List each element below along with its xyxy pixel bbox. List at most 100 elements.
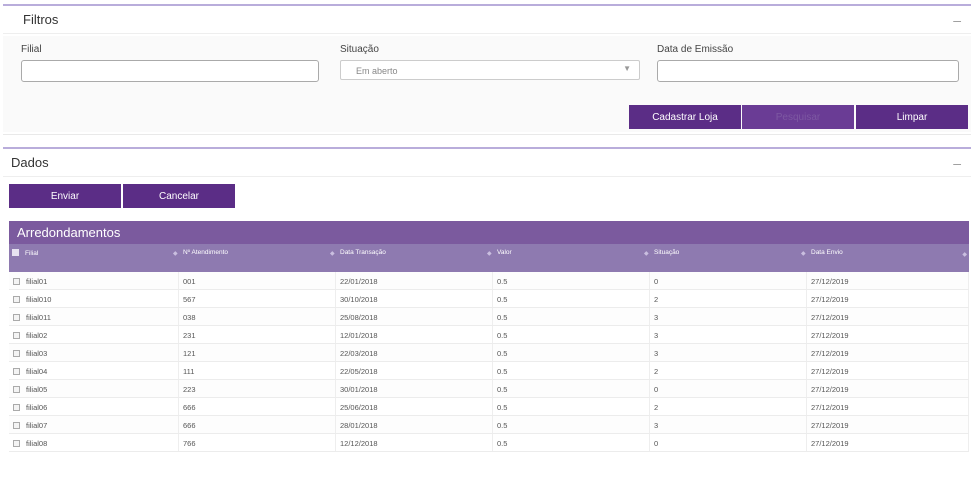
column-header-situacao[interactable]: ◆ Situação [644, 244, 807, 257]
cell-text: 30/01/2018 [340, 385, 378, 394]
table-cell: 001 [179, 272, 336, 289]
cell-text: 27/12/2019 [811, 313, 849, 322]
table-row[interactable]: filial03 121 22/03/2018 0.5 3 27/12/2019 [9, 344, 969, 362]
table-cell: 231 [179, 326, 336, 343]
cell-text: 666 [183, 421, 196, 430]
row-checkbox[interactable] [13, 332, 20, 339]
row-checkbox[interactable] [13, 314, 20, 321]
cell-text: 27/12/2019 [811, 277, 849, 286]
row-checkbox[interactable] [13, 386, 20, 393]
table-cell: filial01 [9, 272, 179, 289]
table-cell: 2 [650, 362, 807, 379]
table-cell: filial05 [9, 380, 179, 397]
dados-panel: Dados – Enviar Cancelar Arredondamentos … [3, 147, 971, 477]
column-header-valor[interactable]: ◆ Valor [487, 244, 650, 257]
dados-panel-header: Dados – [3, 149, 971, 177]
table-cell: 3 [650, 344, 807, 361]
sort-icon: ◆ [644, 251, 649, 257]
table-row[interactable]: filial02 231 12/01/2018 0.5 3 27/12/2019 [9, 326, 969, 344]
table-cell: filial03 [9, 344, 179, 361]
table-cell: 22/03/2018 [336, 344, 493, 361]
row-checkbox[interactable] [13, 422, 20, 429]
cell-text: 25/06/2018 [340, 403, 378, 412]
collapse-dados-minus-icon[interactable]: – [953, 154, 961, 171]
cell-text: 0.5 [497, 421, 508, 430]
enviar-button[interactable]: Enviar [9, 184, 121, 208]
table-cell: 27/12/2019 [807, 326, 969, 343]
table-cell: 0.5 [493, 380, 650, 397]
grid-body: filial01 001 22/01/2018 0.5 0 27/12/2019 filia… [9, 272, 969, 452]
row-checkbox[interactable] [13, 278, 20, 285]
limpar-button[interactable]: Limpar [856, 105, 968, 129]
table-cell: 0.5 [493, 362, 650, 379]
sort-icon: ◆ [801, 251, 806, 257]
cancelar-button[interactable]: Cancelar [123, 184, 235, 208]
row-checkbox[interactable] [13, 368, 20, 375]
cell-text: filial01 [26, 277, 48, 286]
table-cell: 27/12/2019 [807, 290, 969, 307]
column-header-atendimento[interactable]: ◆ Nº Atendimento [173, 244, 336, 257]
table-row[interactable]: filial06 666 25/06/2018 0.5 2 27/12/2019 [9, 398, 969, 416]
cell-text: 3 [654, 331, 659, 340]
cell-text: 111 [183, 367, 195, 376]
table-cell: filial011 [9, 308, 179, 325]
filial-input[interactable] [21, 60, 319, 82]
pesquisar-button[interactable]: Pesquisar [742, 105, 854, 129]
select-all-checkbox[interactable] [12, 249, 19, 256]
table-row[interactable]: filial011 038 25/08/2018 0.5 3 27/12/2019 [9, 308, 969, 326]
table-row[interactable]: filial08 766 12/12/2018 0.5 0 27/12/2019 [9, 434, 969, 452]
filters-panel-title: Filtros [23, 12, 59, 27]
table-cell: 30/01/2018 [336, 380, 493, 397]
cell-text: 25/08/2018 [340, 313, 378, 322]
cell-text: 2 [654, 295, 659, 304]
table-cell: filial07 [9, 416, 179, 433]
row-checkbox[interactable] [13, 350, 20, 357]
table-cell: 27/12/2019 [807, 380, 969, 397]
situacao-label: Situação [340, 44, 379, 55]
column-header-data-envio[interactable]: ◆ Data Envio ◆ [801, 244, 969, 258]
column-header-filial[interactable]: Filial [9, 244, 179, 257]
table-cell: 038 [179, 308, 336, 325]
data-emissao-input[interactable] [657, 60, 959, 82]
table-cell: 766 [179, 434, 336, 451]
table-row[interactable]: filial01 001 22/01/2018 0.5 0 27/12/2019 [9, 272, 969, 290]
table-cell: 567 [179, 290, 336, 307]
column-header-label: Situação [654, 249, 680, 256]
cell-text: 0.5 [497, 385, 508, 394]
table-cell: 121 [179, 344, 336, 361]
grid-title: Arredondamentos [9, 221, 969, 244]
collapse-filters-minus-icon[interactable]: – [953, 11, 961, 28]
cell-text: 27/12/2019 [811, 295, 849, 304]
filial-label: Filial [21, 44, 42, 55]
sort-icon: ◆ [330, 251, 335, 257]
table-cell: 666 [179, 416, 336, 433]
cell-text: 27/12/2019 [811, 403, 849, 412]
table-cell: 3 [650, 416, 807, 433]
cadastrar-loja-button[interactable]: Cadastrar Loja [629, 105, 741, 129]
cell-text: 0.5 [497, 295, 508, 304]
cell-text: 3 [654, 349, 659, 358]
cell-text: 2 [654, 403, 659, 412]
table-row[interactable]: filial07 666 28/01/2018 0.5 3 27/12/2019 [9, 416, 969, 434]
table-row[interactable]: filial010 567 30/10/2018 0.5 2 27/12/2019 [9, 290, 969, 308]
cell-text: 12/12/2018 [340, 439, 378, 448]
table-row[interactable]: filial04 111 22/05/2018 0.5 2 27/12/2019 [9, 362, 969, 380]
row-checkbox[interactable] [13, 296, 20, 303]
cell-text: 27/12/2019 [811, 367, 849, 376]
column-header-data-transacao[interactable]: ◆ Data Transação [330, 244, 493, 257]
table-cell: 2 [650, 398, 807, 415]
column-header-label: Nº Atendimento [183, 249, 229, 256]
cell-text: 3 [654, 313, 659, 322]
row-checkbox[interactable] [13, 404, 20, 411]
table-row[interactable]: filial05 223 30/01/2018 0.5 0 27/12/2019 [9, 380, 969, 398]
table-cell: 27/12/2019 [807, 434, 969, 451]
situacao-select[interactable]: Em aberto ▼ [340, 60, 640, 80]
cell-text: 12/01/2018 [340, 331, 378, 340]
situacao-selected-value: Em aberto [356, 66, 398, 76]
cell-text: 001 [183, 277, 196, 286]
table-cell: 27/12/2019 [807, 398, 969, 415]
table-cell: 3 [650, 326, 807, 343]
cell-text: 28/01/2018 [340, 421, 378, 430]
row-checkbox[interactable] [13, 440, 20, 447]
table-cell: 0 [650, 272, 807, 289]
